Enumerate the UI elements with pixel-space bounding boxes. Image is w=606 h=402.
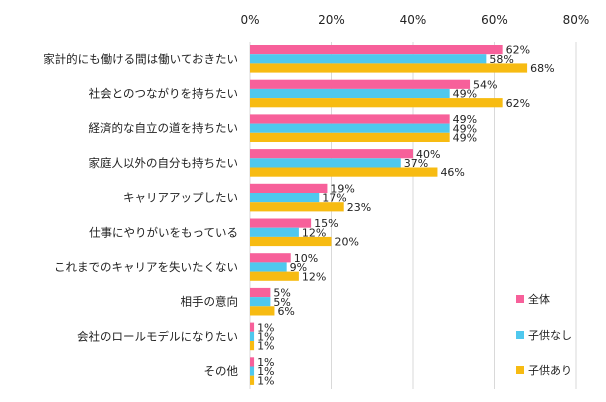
bar: [250, 54, 487, 64]
x-tick-label: 40%: [400, 13, 427, 27]
bar: [250, 253, 291, 263]
category-label: その他: [204, 364, 239, 378]
bar: [250, 357, 255, 367]
legend-label: 全体: [528, 292, 550, 306]
data-label: 54%: [473, 78, 497, 91]
legend-label: 子供あり: [528, 363, 572, 377]
bar: [250, 98, 503, 108]
data-label: 49%: [453, 88, 477, 101]
data-label: 1%: [257, 331, 274, 344]
data-label: 15%: [314, 217, 338, 230]
bar: [250, 79, 471, 89]
category-label: 相手の意向: [181, 295, 239, 309]
bar: [250, 322, 255, 332]
bar: [250, 193, 320, 203]
x-tick-label: 60%: [481, 13, 508, 27]
data-label: 68%: [530, 62, 554, 75]
bar: [250, 331, 255, 341]
bar: [250, 341, 255, 351]
data-label: 12%: [302, 270, 326, 283]
bar: [250, 132, 450, 142]
bar: [250, 218, 312, 228]
data-label: 1%: [257, 321, 274, 334]
bar: [250, 167, 438, 177]
data-label: 23%: [347, 201, 371, 214]
legend-swatch: [516, 331, 524, 339]
data-label: 1%: [257, 340, 274, 353]
category-labels: 家計的にも働ける間は働いておきたい社会とのつながりを持ちたい経済的な自立の道を持…: [43, 52, 238, 378]
category-label: 家計的にも働ける間は働いておきたい: [43, 52, 238, 66]
x-axis-ticks: 0% 20% 40% 60% 80%: [240, 13, 589, 27]
category-label: キャリアアップしたい: [123, 191, 238, 205]
category-label: 家庭人以外の自分も持ちたい: [89, 156, 239, 170]
data-label: 12%: [302, 226, 326, 239]
bar: [250, 158, 401, 168]
bar: [250, 149, 413, 159]
bar: [250, 123, 450, 133]
category-label: 社会とのつながりを持ちたい: [89, 87, 238, 101]
data-label: 17%: [322, 192, 346, 205]
data-label: 19%: [330, 183, 354, 196]
data-label: 58%: [489, 53, 513, 66]
data-label: 62%: [506, 44, 530, 57]
bar: [250, 45, 503, 55]
bar: [250, 375, 255, 385]
data-label: 5%: [273, 287, 290, 300]
bar: [250, 306, 275, 316]
data-label: 5%: [273, 296, 290, 309]
data-label: 1%: [257, 365, 274, 378]
legend-swatch: [516, 295, 524, 303]
data-label: 49%: [453, 122, 477, 135]
category-label: 仕事にやりがいをもっている: [89, 225, 238, 239]
data-label: 10%: [294, 252, 318, 265]
category-label: これまでのキャリアを失いたくない: [54, 260, 238, 274]
bar: [250, 262, 287, 272]
data-label: 46%: [440, 166, 464, 179]
bar: [250, 366, 255, 376]
data-label: 9%: [290, 261, 307, 274]
category-label: 会社のロールモデルになりたい: [77, 329, 238, 343]
category-label: 経済的な自立の道を持ちたい: [89, 121, 239, 135]
bars: [250, 45, 528, 385]
data-label: 1%: [257, 374, 274, 387]
data-label: 62%: [506, 97, 530, 110]
legend-label: 子供なし: [528, 328, 572, 342]
bar: [250, 236, 332, 247]
data-label: 49%: [453, 132, 477, 145]
x-tick-label: 80%: [563, 13, 590, 27]
bar: [250, 297, 271, 307]
data-label: 6%: [277, 305, 294, 318]
bar: [250, 183, 328, 193]
bar: [250, 271, 299, 281]
bar: [250, 202, 344, 212]
data-label: 40%: [416, 148, 440, 161]
bar: [250, 287, 271, 298]
data-label: 37%: [404, 157, 428, 170]
bar: [250, 114, 450, 124]
bar: [250, 63, 528, 73]
x-tick-label: 20%: [318, 13, 345, 27]
x-tick-label: 0%: [240, 13, 259, 27]
data-label: 49%: [453, 113, 477, 126]
data-label: 1%: [257, 356, 274, 369]
data-labels: 62%58%68%54%49%62%49%49%49%40%37%46%19%1…: [257, 44, 554, 388]
legend-swatch: [516, 366, 524, 374]
data-label: 20%: [335, 236, 359, 249]
bar: [250, 88, 450, 99]
bar: [250, 227, 299, 237]
